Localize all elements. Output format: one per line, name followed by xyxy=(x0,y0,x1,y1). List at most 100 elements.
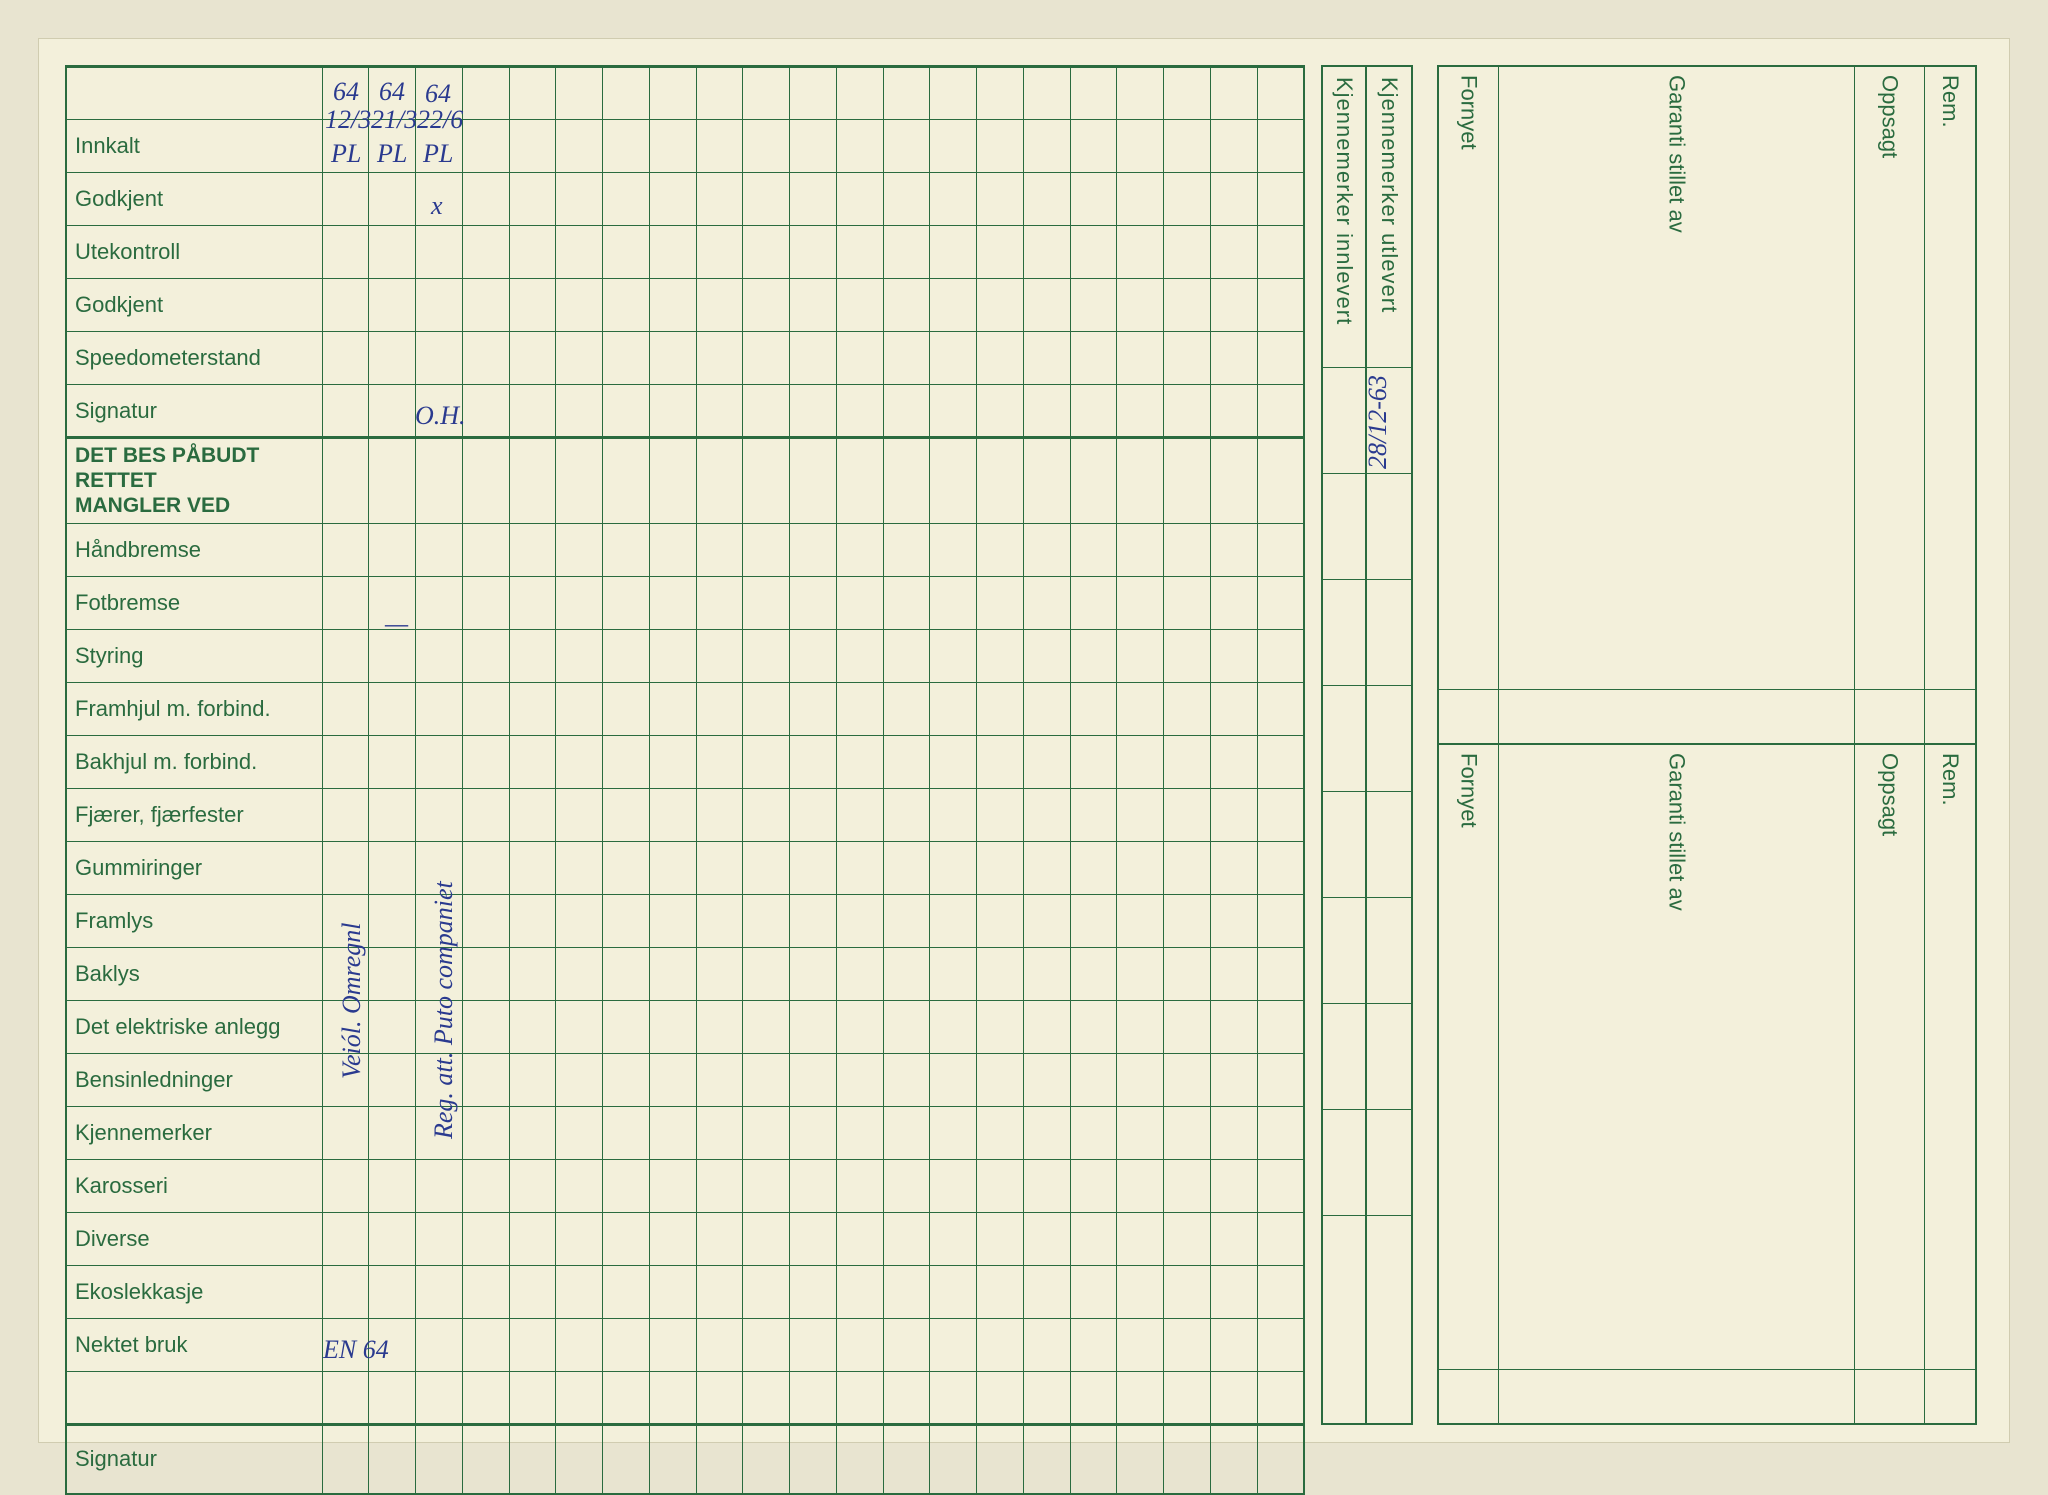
grid-cell xyxy=(1164,1159,1211,1212)
grid-cell xyxy=(556,682,603,735)
grid-cell xyxy=(556,1318,603,1371)
grid-cell xyxy=(743,226,790,279)
grid-cell xyxy=(322,385,369,438)
grid-cell xyxy=(930,1053,977,1106)
grid-cell xyxy=(1117,947,1164,1000)
grid-cell xyxy=(556,788,603,841)
grid-cell xyxy=(790,841,837,894)
grid-cell xyxy=(977,1053,1024,1106)
grid-cell xyxy=(790,1371,837,1424)
grid-cell xyxy=(649,226,696,279)
grid-cell xyxy=(836,1371,883,1424)
row-label: Gummiringer xyxy=(66,841,322,894)
grid-cell xyxy=(322,1265,369,1318)
guaranty-block-bottom: Fornyet Garanti stillet av Oppsagt Rem. xyxy=(1437,745,1977,1425)
grid-cell xyxy=(883,1371,930,1424)
grid-cell xyxy=(1257,788,1304,841)
grid-cell xyxy=(369,1265,416,1318)
grid-cell xyxy=(790,226,837,279)
handwritten-entry: 12/3 xyxy=(325,105,371,135)
grid-cell xyxy=(743,1424,790,1494)
grid-cell xyxy=(743,523,790,576)
grid-cell xyxy=(930,947,977,1000)
grid-cell xyxy=(1117,576,1164,629)
grid-cell xyxy=(696,1053,743,1106)
grid-cell xyxy=(1117,1371,1164,1424)
grid-cell xyxy=(509,1000,556,1053)
grid-cell xyxy=(1210,1159,1257,1212)
grid-cell xyxy=(556,629,603,682)
grid-cell xyxy=(977,947,1024,1000)
grid-cell xyxy=(743,120,790,173)
handwritten-entry: — xyxy=(385,609,408,639)
handwritten-entry: 64 xyxy=(333,77,359,107)
grid-cell xyxy=(930,1424,977,1494)
kj-cell xyxy=(1323,685,1365,738)
grid-cell xyxy=(462,1000,509,1053)
grid-cell xyxy=(743,1159,790,1212)
row-label: Utekontroll xyxy=(66,226,322,279)
grid-cell xyxy=(1070,788,1117,841)
grid-cell xyxy=(1023,332,1070,385)
grid-cell xyxy=(790,1265,837,1318)
grid-cell xyxy=(1070,438,1117,524)
grid-cell xyxy=(1023,385,1070,438)
grid-cell xyxy=(790,279,837,332)
grid-cell xyxy=(1164,1000,1211,1053)
grid-cell xyxy=(509,120,556,173)
kj-cell xyxy=(1323,844,1365,897)
grid-cell xyxy=(790,629,837,682)
grid-cell xyxy=(790,332,837,385)
grid-cell xyxy=(1117,332,1164,385)
handwritten-entry: EN 64 xyxy=(323,1335,389,1365)
kj-cell xyxy=(1323,579,1365,632)
grid-cell xyxy=(743,576,790,629)
grid-cell xyxy=(369,788,416,841)
row-label: Fotbremse xyxy=(66,576,322,629)
grid-cell xyxy=(977,788,1024,841)
grid-cell xyxy=(369,332,416,385)
grid-cell xyxy=(1070,947,1117,1000)
grid-cell xyxy=(603,1159,650,1212)
grid-cell xyxy=(790,1424,837,1494)
grid-cell xyxy=(1023,894,1070,947)
grid-cell xyxy=(556,1371,603,1424)
grid-cell xyxy=(1210,682,1257,735)
row-label: Signatur xyxy=(66,1424,322,1494)
grid-cell xyxy=(1070,1000,1117,1053)
grid-cell xyxy=(1164,332,1211,385)
kj-cell xyxy=(1323,738,1365,791)
oppsagt-col-2: Oppsagt xyxy=(1855,745,1925,1423)
grid-cell xyxy=(790,788,837,841)
grid-cell xyxy=(1257,1265,1304,1318)
grid-cell xyxy=(649,841,696,894)
grid-cell xyxy=(603,682,650,735)
grid-cell xyxy=(322,173,369,226)
grid-cell xyxy=(416,279,463,332)
row-label: Signatur xyxy=(66,385,322,438)
grid-cell xyxy=(1023,1265,1070,1318)
grid-cell xyxy=(509,788,556,841)
grid-cell xyxy=(649,1424,696,1494)
grid-cell xyxy=(369,1212,416,1265)
grid-cell xyxy=(369,523,416,576)
grid-cell xyxy=(1257,1318,1304,1371)
grid-cell xyxy=(836,1318,883,1371)
grid-cell xyxy=(696,438,743,524)
grid-cell xyxy=(603,894,650,947)
grid-cell xyxy=(1210,1265,1257,1318)
grid-cell xyxy=(649,438,696,524)
grid-cell xyxy=(1070,67,1117,120)
grid-cell xyxy=(1070,682,1117,735)
handwritten-entry: O.H. xyxy=(415,401,466,431)
grid-cell xyxy=(696,1000,743,1053)
grid-cell xyxy=(836,438,883,524)
grid-cell xyxy=(977,438,1024,524)
grid-cell xyxy=(1023,1053,1070,1106)
grid-cell xyxy=(462,385,509,438)
grid-cell xyxy=(1164,279,1211,332)
rem-col: Rem. xyxy=(1925,67,1975,743)
grid-cell xyxy=(696,947,743,1000)
row-label: Bensinledninger xyxy=(66,1053,322,1106)
grid-cell xyxy=(462,1106,509,1159)
